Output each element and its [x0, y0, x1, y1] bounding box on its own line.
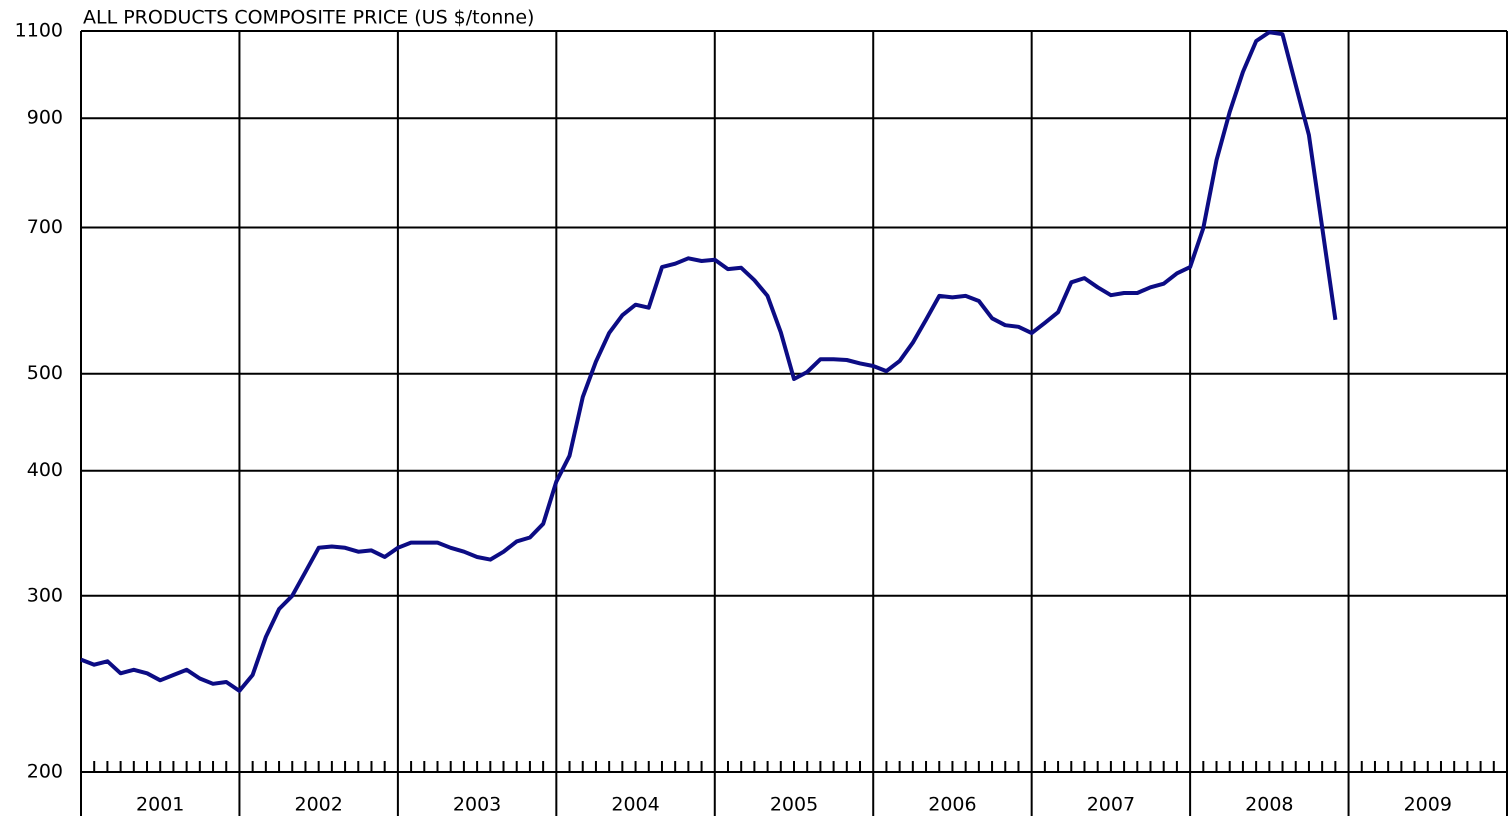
x-tick-label: 2008	[1245, 794, 1293, 816]
x-tick-label: 2006	[928, 794, 976, 816]
y-tick-label: 1100	[15, 20, 63, 42]
x-tick-label: 2001	[136, 794, 184, 816]
x-tick-label: 2007	[1087, 794, 1135, 816]
y-tick-label: 400	[27, 459, 63, 481]
y-tick-label: 900	[27, 107, 63, 129]
y-tick-label: 200	[27, 761, 63, 783]
x-tick-label: 2004	[611, 794, 659, 816]
price-line	[80, 30, 1338, 693]
x-tick-label: 2005	[770, 794, 818, 816]
y-tick-label: 500	[27, 362, 63, 384]
y-tick-label: 300	[27, 584, 63, 606]
chart-title: ALL PRODUCTS COMPOSITE PRICE (US $/tonne…	[83, 7, 534, 29]
x-tick-label: 2002	[294, 794, 342, 816]
x-tick-label: 2003	[453, 794, 501, 816]
x-tick-label: 2009	[1404, 794, 1452, 816]
y-tick-label: 700	[27, 216, 63, 238]
